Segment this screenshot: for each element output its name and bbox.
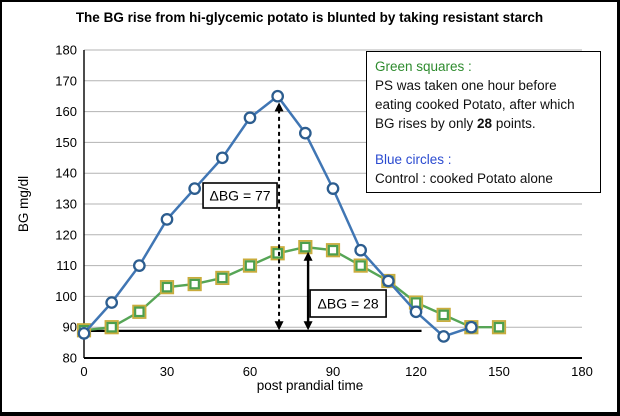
x-tick-label: 0	[80, 364, 87, 379]
green-square-marker	[217, 272, 228, 284]
legend-spacer	[375, 133, 594, 150]
green-square-marker	[244, 260, 256, 271]
y-tick-label: 110	[56, 258, 77, 273]
y-tick-label: 180	[55, 43, 77, 58]
chart-canvas: 80 90 100 110 120 130 140 150 160 170 180 0 30 60 90 12…	[16, 43, 593, 394]
blue-circle-marker	[298, 126, 312, 140]
blue-circle-marker	[77, 327, 91, 340]
blue-circle-marker	[437, 330, 451, 343]
green-square-marker	[189, 278, 200, 290]
green-square-marker	[300, 241, 311, 253]
y-tick-label: 130	[55, 197, 77, 212]
legend-green-text-line1: PS was taken one hour before	[375, 78, 557, 93]
y-tick-label: 170	[55, 73, 77, 88]
delta-bg-28-box	[309, 289, 387, 318]
chart-title: The BG rise from hi-glycemic potato is b…	[75, 10, 544, 25]
x-tick-label: 30	[160, 364, 174, 379]
blue-circle-marker	[188, 182, 202, 195]
y-tick-label: 140	[55, 166, 77, 181]
x-tick-label: 180	[571, 364, 593, 379]
x-tick-label: 90	[326, 364, 340, 379]
y-axis-title: BG mg/dl	[16, 176, 31, 232]
y-tick-label: 100	[55, 289, 77, 304]
blue-circle-marker	[271, 89, 285, 103]
green-series-line	[83, 245, 499, 332]
x-tick-label: 120	[405, 364, 427, 379]
legend-green-text-line3: BG rises by only 28 points.	[375, 116, 536, 131]
blue-circle-marker	[160, 213, 174, 226]
delta-bg-77-label: ΔBG = 77	[209, 188, 270, 204]
delta-bg-28-arrow-arrowhead-up	[303, 251, 313, 261]
green-square-marker	[134, 306, 145, 318]
y-tick-label: 150	[55, 135, 77, 150]
green-square-marker	[355, 260, 366, 271]
green-square-marker	[272, 247, 283, 259]
green-square-marker	[106, 321, 117, 333]
delta-bg-77-arrow-arrowhead-down	[274, 321, 284, 331]
legend-blue-text-line1: Control : cooked Potato alone	[375, 171, 553, 186]
green-square-marker	[161, 281, 173, 293]
delta-bg-28-label: ΔBG = 28	[318, 296, 379, 312]
x-tick-label: 60	[243, 364, 257, 379]
y-tick-label: 120	[55, 227, 77, 242]
delta-bg-28-arrow-arrowhead-down	[303, 321, 313, 331]
blue-circle-marker	[354, 243, 368, 257]
legend-green-text-line2: eating cooked Potato, after which	[375, 97, 575, 112]
legend-bold-28: 28	[477, 116, 493, 131]
blue-circle-marker	[326, 182, 340, 195]
green-square-marker	[493, 321, 505, 333]
y-tick-label: 160	[55, 104, 77, 119]
blue-circle-marker	[215, 151, 229, 165]
legend-blue-header: Blue circles :	[375, 152, 452, 167]
x-tick-label: 150	[488, 364, 510, 379]
legend-box: Green squares : PS was taken one hour be…	[366, 51, 601, 193]
blue-circle-marker	[105, 296, 119, 309]
blue-circle-marker	[243, 111, 257, 125]
blue-circle-marker	[381, 274, 395, 288]
blue-circle-marker	[132, 259, 146, 272]
delta-bg-77-arrow-arrowhead-up	[274, 102, 284, 112]
delta-bg-77-box	[202, 182, 278, 209]
y-tick-label: 80	[63, 351, 77, 366]
green-square-marker	[327, 244, 339, 256]
blue-circle-marker	[464, 320, 478, 334]
green-square-marker	[438, 309, 449, 321]
legend-green-header: Green squares :	[375, 59, 472, 74]
y-tick-label: 90	[63, 320, 77, 335]
x-axis-title: post prandial time	[257, 378, 364, 393]
blue-circle-marker	[409, 305, 423, 319]
